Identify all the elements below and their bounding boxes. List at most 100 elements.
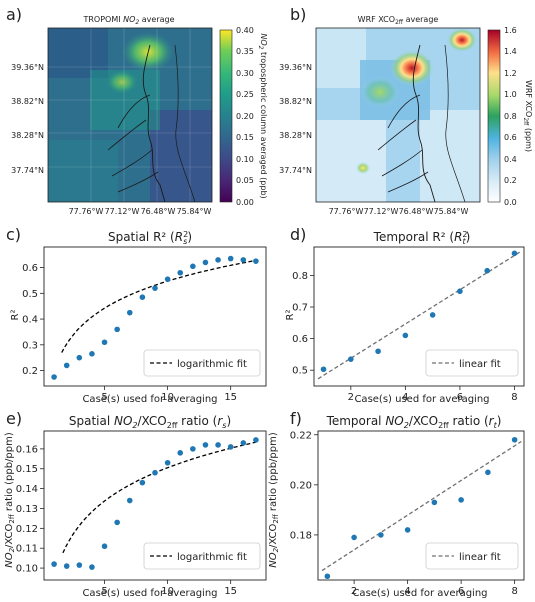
panel-e-point	[177, 450, 184, 456]
panel-c-title: Spatial R² (R2 s)	[108, 230, 192, 246]
panel-e-point	[215, 442, 221, 448]
panel-d-point	[320, 366, 327, 373]
panel-e-ytick-label: 0.10	[16, 564, 38, 575]
map-a-region	[48, 140, 118, 202]
panel-f-plot: 2 4 6 8 0.18 0.20 0.22	[290, 430, 525, 597]
panel-e-point	[126, 497, 133, 504]
colorbar-a	[219, 29, 233, 203]
panel-d-ytick-label: 0.6	[292, 334, 308, 345]
panel-c-point	[139, 294, 146, 300]
colorbar-b	[487, 29, 501, 203]
panel-d-ytick-label: 0.8	[292, 271, 308, 282]
panel-f-point	[378, 532, 384, 538]
map-b-ytick: 39.36°N	[279, 63, 312, 72]
panel-d-xtick-label: 2	[348, 392, 354, 403]
panel-f-ylabel: NO2/XCO2ff ratio (ppb/ppm)	[268, 432, 280, 568]
panel-c-point	[227, 255, 234, 262]
map-b-rivers	[377, 94, 429, 193]
map-a-xtick: 75.84°W	[177, 207, 212, 216]
panel-c-point	[202, 259, 209, 266]
panel-e: e) Spatial NO2/XCO2ff ratio (rs) NO2/XCO…	[4, 409, 267, 599]
panel-c-label: c)	[6, 225, 21, 244]
map-b-shore	[444, 44, 466, 203]
map-b-ytick: 38.28°N	[279, 131, 312, 140]
map-b-xtick: 77.12°W	[364, 207, 399, 216]
panel-c-point	[240, 257, 247, 263]
colorbar-b-label: WRF XCO2ff (ppm)	[522, 80, 533, 152]
panel-d-xtick-label: 6	[457, 392, 463, 403]
panel-d-legend	[425, 349, 519, 377]
panel-f-xtick-label: 6	[458, 586, 464, 597]
panel-e-ytick-label: 0.11	[16, 544, 38, 555]
svg-text:0.35: 0.35	[236, 47, 254, 56]
svg-text:1.2: 1.2	[504, 69, 517, 78]
map-b-hotspot	[356, 162, 370, 174]
map-a-xtick: 77.12°W	[105, 207, 140, 216]
panel-c-point	[101, 339, 108, 346]
panel-f-title: Temporal NO2/XCO2ff ratio (rt)	[326, 414, 502, 430]
map-b	[315, 27, 481, 203]
svg-text:1.0: 1.0	[504, 90, 517, 99]
panel-c-point	[177, 269, 184, 276]
colorbar-b-ticks: 1.6 1.4 1.2 1.0 0.8 0.6 0.4 0.2 0.0	[504, 26, 517, 207]
panel-e-point	[164, 459, 171, 466]
panel-c-point	[152, 285, 158, 291]
map-b-hotspot	[360, 76, 400, 108]
panel-f: f) Temporal NO2/XCO2ff ratio (rt) NO2/XC…	[268, 409, 525, 599]
panel-d-ytick-label: 0.7	[292, 303, 308, 314]
svg-text:0.0: 0.0	[504, 198, 517, 207]
panel-c-point	[76, 354, 83, 361]
map-a	[47, 27, 213, 203]
panel-c-ytick-label: 0.4	[22, 315, 38, 326]
panel-f-point	[324, 573, 331, 580]
panel-d-label: d)	[290, 225, 306, 244]
panel-d-xtick-label: 4	[402, 392, 408, 403]
panel-c-ytick-label: 0.5	[22, 289, 38, 300]
svg-text:0.6: 0.6	[504, 133, 517, 142]
map-a-xtick: 76.48°W	[141, 207, 176, 216]
panel-e-point	[202, 442, 209, 448]
panel-e-xtick-label: 15	[224, 586, 237, 597]
panel-c-fit-line	[61, 259, 257, 353]
panel-f-point	[404, 527, 411, 533]
panel-f-ytick-label: 0.18	[290, 530, 312, 541]
map-a-xtick: 77.76°W	[69, 207, 104, 216]
panel-d: d) Temporal R² (R2 t) R² Case(s) used for…	[285, 225, 525, 405]
panel-d-point	[484, 267, 490, 274]
panel-f-ytick-label: 0.22	[290, 430, 312, 441]
panel-c-xlabel: Case(s) used for averaging	[82, 394, 217, 405]
panel-c-ylabel: R²	[10, 310, 21, 321]
panel-f-xlabel: Case(s) used for averaging	[352, 588, 487, 599]
map-a-ytick: 39.36°N	[11, 63, 44, 72]
map-b-hotspot	[447, 28, 477, 52]
svg-text:0.10: 0.10	[236, 155, 254, 164]
panel-e-point	[63, 563, 70, 569]
colorbar-a-label: NO2 tropospheric column averaged (ppb)	[257, 33, 268, 198]
map-a-ytick: 37.74°N	[11, 166, 44, 175]
panel-c-xtick-label: 10	[161, 392, 174, 403]
panel-c-point	[51, 374, 57, 380]
panel-e-ytick-label: 0.16	[16, 444, 38, 455]
svg-text:0.4: 0.4	[504, 155, 517, 164]
panel-e-xtick-label: 5	[101, 586, 107, 597]
panel-d-point	[348, 356, 354, 362]
map-b-hotspot	[390, 50, 434, 86]
map-a-shore	[174, 44, 196, 203]
panel-f-point	[351, 534, 357, 541]
panel-f-legend	[425, 542, 519, 570]
svg-text:0.25: 0.25	[236, 90, 254, 99]
panel-e-point	[76, 562, 83, 568]
panel-e-legend-label: logarithmic fit	[177, 552, 247, 563]
panel-c-legend-label: logarithmic fit	[177, 359, 247, 370]
panel-c-axes-frame	[43, 246, 267, 387]
map-a-rivers	[107, 94, 159, 193]
map-a-frame	[47, 27, 213, 203]
map-b-ytick: 37.74°N	[279, 166, 312, 175]
panel-c-point	[114, 326, 120, 333]
panel-e-point	[152, 469, 158, 476]
panel-d-plot: 2 4 6 8 0.5 0.6 0.7 0.8	[292, 246, 525, 403]
map-b-xtick: 76.48°W	[399, 207, 434, 216]
panel-d-ylabel: R²	[285, 310, 296, 321]
svg-text:0.00: 0.00	[236, 198, 254, 207]
panel-c-ytick-label: 0.3	[22, 340, 38, 351]
